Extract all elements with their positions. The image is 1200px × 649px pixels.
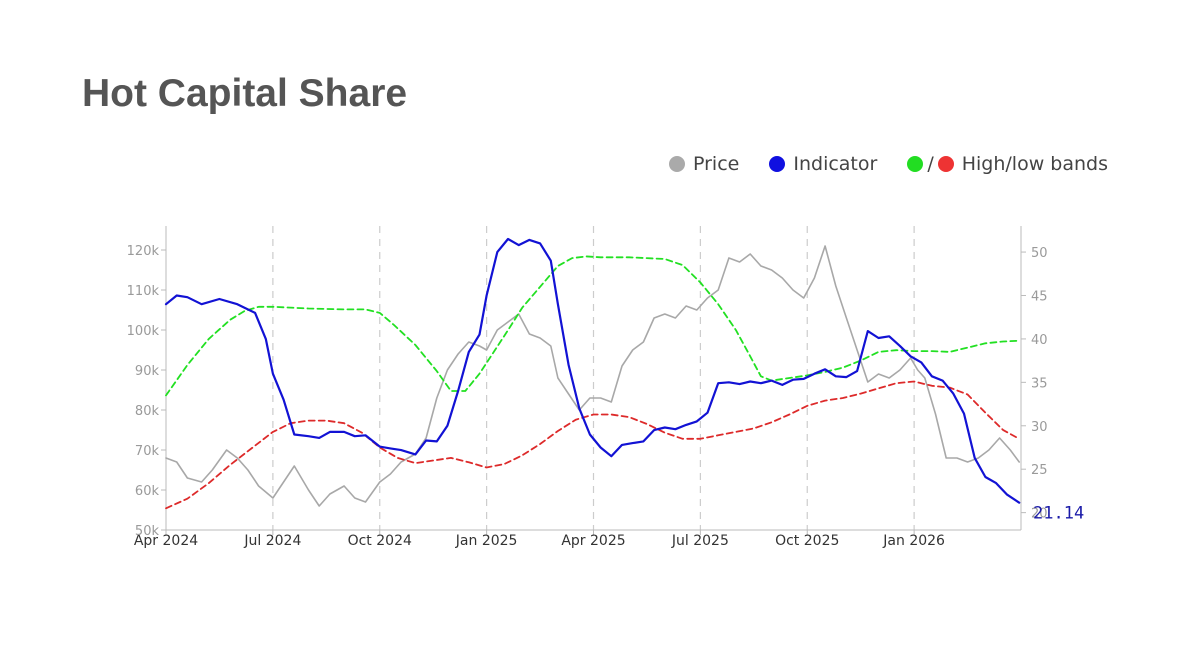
y-left-tick-label: 50k <box>135 524 160 539</box>
y-left-tick-label: 100k <box>127 324 160 339</box>
legend-item-price[interactable]: Price <box>669 153 739 175</box>
legend-item-bands[interactable]: / High/low bands <box>907 153 1108 175</box>
x-tick-label: Jan 2026 <box>882 533 945 549</box>
indicator-last-value-label: 21.14 <box>1033 504 1084 524</box>
indicator-legend-dot-icon <box>769 156 786 172</box>
x-tick-label: Apr 2025 <box>561 533 625 549</box>
price-legend-dot-icon <box>669 156 685 172</box>
x-tick-label: Oct 2024 <box>348 533 412 549</box>
legend-item-indicator[interactable]: Indicator <box>769 153 877 175</box>
y-left-tick-label: 80k <box>135 404 160 419</box>
y-right-tick-label: 45 <box>1031 289 1048 304</box>
chart-title: Hot Capital Share <box>82 72 408 115</box>
series-line-high-band <box>165 255 1021 397</box>
legend-label-indicator: Indicator <box>793 153 878 175</box>
x-tick-label: Jul 2025 <box>671 533 729 549</box>
y-left-tick-label: 90k <box>135 364 160 379</box>
legend-separator: / <box>927 153 934 175</box>
series-line-low-band <box>165 380 1021 510</box>
y-left-tick-label: 120k <box>127 244 160 259</box>
y-right-tick-label: 40 <box>1031 333 1048 348</box>
series-line-indicator <box>164 237 1021 504</box>
x-tick-label: Oct 2025 <box>775 533 839 549</box>
y-right-tick-label: 30 <box>1031 420 1048 435</box>
series-line-price <box>165 245 1021 507</box>
y-left-tick-label: 70k <box>135 444 160 459</box>
y-right-tick-label: 50 <box>1031 246 1048 261</box>
low-band-legend-dot-icon <box>937 156 954 172</box>
y-right-tick-label: 25 <box>1031 463 1048 478</box>
legend-label-price: Price <box>693 153 740 175</box>
y-left-tick-label: 60k <box>135 484 160 499</box>
legend-label-bands: High/low bands <box>961 153 1108 175</box>
x-tick-label: Apr 2024 <box>134 533 198 549</box>
x-tick-label: Jul 2024 <box>243 533 301 549</box>
y-right-tick-label: 20 <box>1031 507 1048 522</box>
y-left-tick-label: 110k <box>127 284 160 299</box>
legend: Price Indicator / High/low bands <box>669 153 1108 175</box>
x-tick-label: Jan 2025 <box>455 533 518 549</box>
y-right-tick-label: 35 <box>1031 376 1048 391</box>
high-band-legend-dot-icon <box>907 156 924 172</box>
